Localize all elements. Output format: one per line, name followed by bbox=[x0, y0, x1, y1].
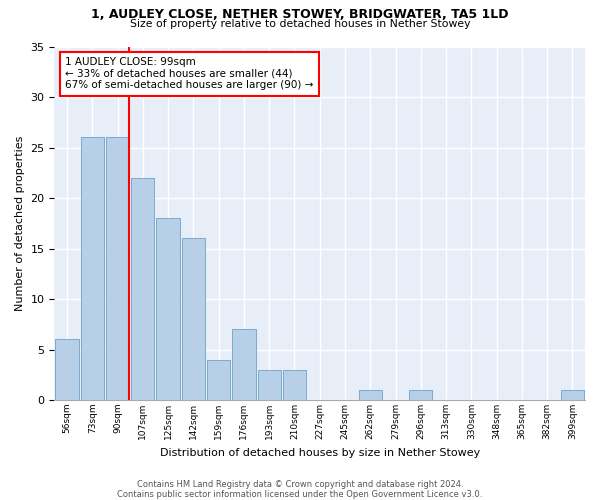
Bar bbox=[359, 390, 382, 400]
Bar bbox=[106, 138, 129, 400]
Bar bbox=[55, 340, 79, 400]
Bar bbox=[283, 370, 306, 400]
Bar bbox=[80, 138, 104, 400]
Bar bbox=[232, 330, 256, 400]
Text: Contains HM Land Registry data © Crown copyright and database right 2024.
Contai: Contains HM Land Registry data © Crown c… bbox=[118, 480, 482, 499]
Text: 1 AUDLEY CLOSE: 99sqm
← 33% of detached houses are smaller (44)
67% of semi-deta: 1 AUDLEY CLOSE: 99sqm ← 33% of detached … bbox=[65, 57, 313, 90]
X-axis label: Distribution of detached houses by size in Nether Stowey: Distribution of detached houses by size … bbox=[160, 448, 480, 458]
Bar bbox=[182, 238, 205, 400]
Text: 1, AUDLEY CLOSE, NETHER STOWEY, BRIDGWATER, TA5 1LD: 1, AUDLEY CLOSE, NETHER STOWEY, BRIDGWAT… bbox=[91, 8, 509, 20]
Bar bbox=[409, 390, 433, 400]
Bar bbox=[257, 370, 281, 400]
Bar bbox=[131, 178, 154, 400]
Text: Size of property relative to detached houses in Nether Stowey: Size of property relative to detached ho… bbox=[130, 19, 470, 29]
Bar bbox=[561, 390, 584, 400]
Y-axis label: Number of detached properties: Number of detached properties bbox=[15, 136, 25, 311]
Bar bbox=[207, 360, 230, 400]
Bar bbox=[157, 218, 180, 400]
